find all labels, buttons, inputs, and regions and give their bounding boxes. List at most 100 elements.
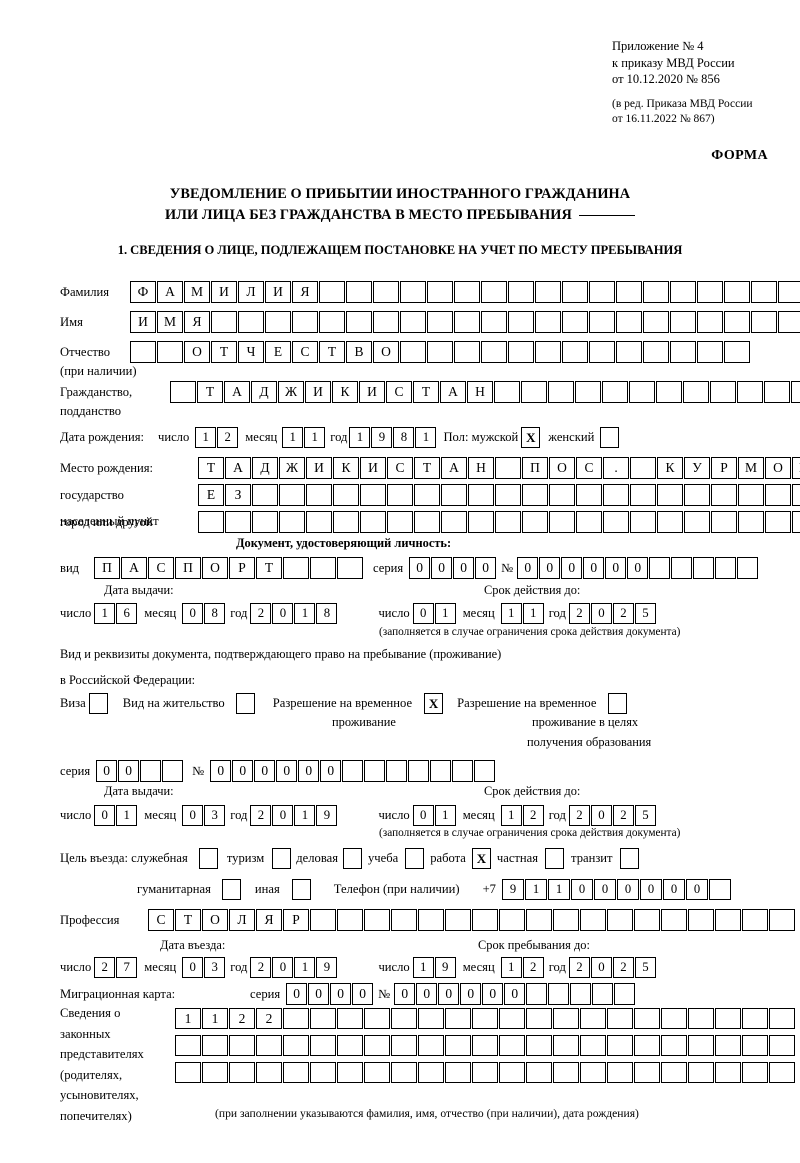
form-cell[interactable]: Е xyxy=(198,484,224,506)
form-cell[interactable] xyxy=(508,281,534,303)
form-cell[interactable] xyxy=(549,484,575,506)
form-cell[interactable] xyxy=(661,1035,687,1056)
form-cell[interactable]: 0 xyxy=(94,805,116,826)
form-cell[interactable] xyxy=(472,1008,498,1029)
form-cell[interactable] xyxy=(715,1008,741,1029)
form-cell[interactable]: 2 xyxy=(94,957,116,978)
form-cell[interactable]: К xyxy=(332,381,358,403)
form-cell[interactable]: Е xyxy=(265,341,291,363)
form-cell[interactable] xyxy=(778,281,800,303)
form-cell[interactable] xyxy=(499,1035,525,1056)
form-cell[interactable] xyxy=(643,311,669,333)
form-cell[interactable] xyxy=(738,511,764,533)
form-cell[interactable] xyxy=(764,381,790,403)
form-cell[interactable] xyxy=(548,381,574,403)
form-cell[interactable] xyxy=(364,760,386,782)
form-cell[interactable] xyxy=(765,484,791,506)
form-cell[interactable] xyxy=(657,511,683,533)
form-cell[interactable]: 0 xyxy=(482,983,504,1005)
form-cell[interactable] xyxy=(715,909,741,931)
form-cell[interactable] xyxy=(697,281,723,303)
form-cell[interactable]: И xyxy=(130,311,156,333)
form-cell[interactable]: Т xyxy=(414,457,440,479)
form-cell[interactable]: И xyxy=(306,457,332,479)
form-cell[interactable]: А xyxy=(224,381,250,403)
form-cell[interactable] xyxy=(499,1062,525,1083)
form-cell[interactable] xyxy=(535,311,561,333)
form-cell[interactable]: 2 xyxy=(612,805,634,826)
form-cell[interactable]: 3 xyxy=(204,957,226,978)
form-cell[interactable]: 1 xyxy=(434,603,456,624)
form-cell[interactable] xyxy=(778,311,800,333)
form-cell[interactable]: 2 xyxy=(256,1008,282,1029)
form-cell[interactable]: С xyxy=(387,457,413,479)
form-cell[interactable]: 0 xyxy=(308,983,330,1005)
form-cell[interactable] xyxy=(765,511,791,533)
form-cell[interactable] xyxy=(494,381,520,403)
purpose-work-checkbox[interactable]: X xyxy=(471,848,491,869)
form-cell[interactable] xyxy=(170,381,196,403)
form-cell[interactable] xyxy=(630,484,656,506)
form-cell[interactable] xyxy=(634,909,660,931)
purpose-business-checkbox[interactable] xyxy=(343,848,362,869)
form-cell[interactable]: 2 xyxy=(250,603,272,624)
purpose-tourism-checkbox[interactable] xyxy=(272,848,292,869)
form-cell[interactable]: А xyxy=(121,557,147,579)
form-cell[interactable] xyxy=(630,511,656,533)
form-cell[interactable] xyxy=(553,1008,579,1029)
form-cell[interactable] xyxy=(549,511,575,533)
form-cell[interactable] xyxy=(562,281,588,303)
form-cell[interactable]: 1 xyxy=(195,427,217,448)
form-cell[interactable]: 0 xyxy=(504,983,526,1005)
form-cell[interactable] xyxy=(310,909,336,931)
form-cell[interactable] xyxy=(418,909,444,931)
form-cell[interactable] xyxy=(724,281,750,303)
form-cell[interactable]: 6 xyxy=(116,603,138,624)
form-cell[interactable]: 2 xyxy=(217,427,239,448)
form-cell[interactable] xyxy=(580,1062,606,1083)
form-cell[interactable] xyxy=(202,1062,228,1083)
purpose-other-checkbox[interactable] xyxy=(291,879,311,900)
form-cell[interactable] xyxy=(576,484,602,506)
form-cell[interactable] xyxy=(400,281,426,303)
form-cell[interactable] xyxy=(580,1008,606,1029)
form-cell[interactable]: Р xyxy=(711,457,737,479)
form-cell[interactable]: 5 xyxy=(634,603,656,624)
form-cell[interactable]: 2 xyxy=(250,805,272,826)
form-cell[interactable]: 0 xyxy=(539,557,561,579)
form-cell[interactable]: 1 xyxy=(434,805,456,826)
form-cell[interactable] xyxy=(445,1062,471,1083)
form-cell[interactable] xyxy=(256,1062,282,1083)
form-cell[interactable] xyxy=(279,511,305,533)
form-cell[interactable] xyxy=(751,311,777,333)
form-cell[interactable]: 0 xyxy=(616,879,639,900)
form-cell[interactable]: С xyxy=(386,381,412,403)
form-cell[interactable] xyxy=(670,311,696,333)
form-cell[interactable]: 0 xyxy=(412,805,434,826)
form-cell[interactable] xyxy=(589,311,615,333)
form-cell[interactable] xyxy=(742,1008,768,1029)
form-cell[interactable] xyxy=(225,511,251,533)
form-cell[interactable] xyxy=(603,484,629,506)
form-cell[interactable] xyxy=(333,484,359,506)
form-cell[interactable]: И xyxy=(359,381,385,403)
form-cell[interactable] xyxy=(562,341,588,363)
form-cell[interactable]: 2 xyxy=(522,957,544,978)
form-cell[interactable] xyxy=(252,511,278,533)
form-cell[interactable]: О xyxy=(373,341,399,363)
form-cell[interactable] xyxy=(175,1035,201,1056)
form-cell[interactable] xyxy=(688,909,714,931)
form-cell[interactable] xyxy=(683,381,709,403)
form-cell[interactable] xyxy=(603,511,629,533)
form-cell[interactable] xyxy=(684,484,710,506)
form-cell[interactable]: 0 xyxy=(394,983,416,1005)
